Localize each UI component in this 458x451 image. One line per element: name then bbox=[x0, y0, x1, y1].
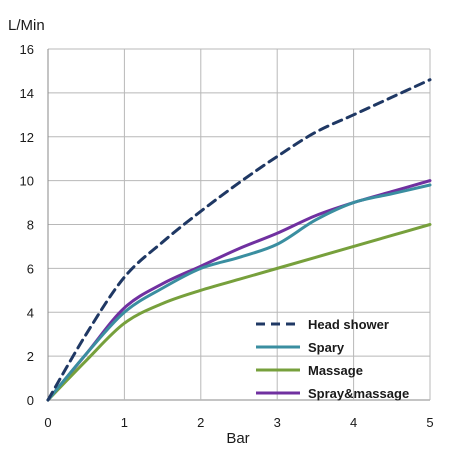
y-tick-label: 8 bbox=[27, 218, 34, 233]
x-tick-label: 1 bbox=[121, 415, 128, 430]
series-line-massage bbox=[46, 223, 432, 402]
y-tick-label: 14 bbox=[20, 86, 34, 101]
series-line-head-shower bbox=[46, 78, 432, 402]
series-line-spary bbox=[46, 183, 432, 402]
series-line-spray-massage bbox=[46, 179, 432, 402]
y-tick-label: 2 bbox=[27, 349, 34, 364]
legend-label-spray-massage: Spray&massage bbox=[308, 386, 409, 401]
y-tick-label: 10 bbox=[20, 174, 34, 189]
y-axis-label: L/Min bbox=[8, 17, 45, 34]
x-tick-label: 3 bbox=[274, 415, 281, 430]
y-tick-label: 0 bbox=[27, 393, 34, 408]
legend-label-massage: Massage bbox=[308, 363, 363, 378]
legend-label-head-shower: Head shower bbox=[308, 317, 389, 332]
y-tick-label: 6 bbox=[27, 261, 34, 276]
legend-label-spary: Spary bbox=[308, 340, 345, 355]
x-tick-label: 0 bbox=[44, 415, 51, 430]
x-tick-label: 2 bbox=[197, 415, 204, 430]
x-tick-label: 5 bbox=[426, 415, 433, 430]
x-tick-label: 4 bbox=[350, 415, 357, 430]
x-axis-label: Bar bbox=[226, 430, 249, 447]
y-tick-label: 4 bbox=[27, 305, 34, 320]
y-tick-label: 16 bbox=[20, 42, 34, 57]
y-tick-label: 12 bbox=[20, 130, 34, 145]
